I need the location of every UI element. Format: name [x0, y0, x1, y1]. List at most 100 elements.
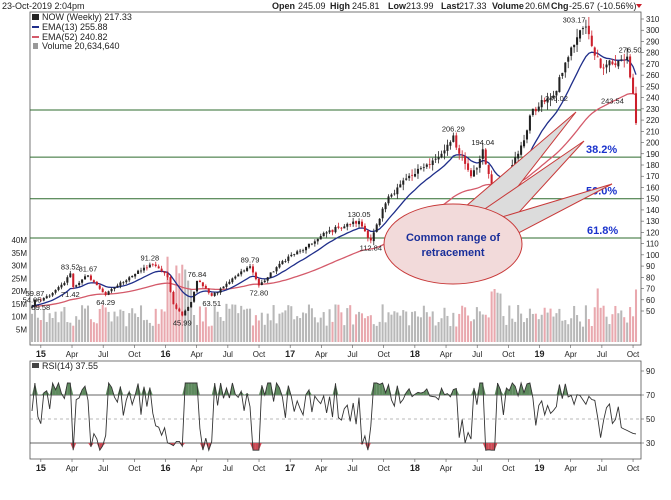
price-tick-label: 70 [646, 285, 655, 294]
candle-body [310, 243, 313, 245]
rsi-axis: 90 70 50 30 [641, 367, 655, 448]
rsi-overbought-fill [276, 383, 280, 395]
candle-body [307, 243, 310, 248]
candle-body [101, 288, 104, 293]
volume-bar [390, 314, 393, 342]
candle-body [587, 25, 590, 35]
volume-bar [204, 307, 207, 342]
volume-bar [219, 317, 222, 342]
candle-body [142, 267, 145, 271]
price-point-label: 59.58 [31, 303, 50, 312]
volume-bar [611, 314, 614, 342]
volume-bar [378, 321, 381, 342]
rsi-overbought-fill [117, 386, 121, 395]
candle-body [275, 267, 278, 272]
header-datetime: 23-Oct-2019 2:04pm [2, 1, 85, 11]
volume-bar [549, 308, 552, 342]
price-tick-label: 90 [646, 262, 655, 271]
volume-bar [614, 305, 617, 342]
candle-body [304, 246, 308, 251]
candle-body [157, 266, 160, 269]
volume-bar [293, 319, 296, 342]
volume-bar [337, 304, 340, 342]
candle-body [405, 178, 408, 180]
candle-body [555, 90, 558, 96]
rsi-oversold-fill [494, 443, 498, 451]
volume-bar [160, 309, 163, 342]
volume-bar [72, 325, 75, 342]
rsi-overbought-fill [55, 383, 59, 395]
candle-body [207, 288, 210, 293]
volume-bar [95, 323, 98, 342]
volume-bar [561, 320, 564, 342]
date-tick-label: Oct [627, 350, 640, 359]
candle-body [334, 226, 337, 233]
candle-body [160, 268, 163, 272]
candle-body [172, 292, 175, 305]
volume-bar [331, 321, 334, 342]
volume-bar [319, 317, 322, 342]
candle-body [393, 193, 396, 195]
candle-body [48, 295, 51, 297]
rsi-tick-label: 70 [646, 391, 655, 400]
candle-body [375, 224, 378, 232]
candle-body [263, 280, 266, 283]
date-tick-label: Apr [66, 464, 79, 473]
volume-bar [393, 311, 396, 342]
candle-body [366, 230, 369, 238]
volume-bar [490, 291, 493, 342]
candle-body [434, 158, 437, 160]
date-axis: 15 15 Apr Apr Jul Jul Oct Oct 16 16 Apr Apr Jul Jul Oc… [36, 345, 640, 473]
rsi-overbought-fill [244, 393, 248, 395]
candle-body [520, 145, 523, 155]
price-point-label: 59.87 [26, 289, 45, 298]
rsi-overbought-fill [506, 387, 510, 395]
candle-body [187, 307, 190, 311]
volume-bar [84, 308, 87, 342]
candle-body [399, 184, 402, 188]
volume-bar [458, 313, 461, 342]
candle-body [190, 302, 193, 308]
volume-bar [411, 311, 414, 342]
date-tick-label: Jul [98, 464, 108, 473]
candle-body [552, 95, 555, 98]
candle-body [396, 187, 399, 195]
volume-bar [98, 308, 101, 342]
volume-bar [349, 305, 352, 342]
candle-body [42, 297, 45, 301]
volume-bar [346, 308, 349, 342]
volume-bar [449, 326, 452, 342]
candle-body [240, 271, 243, 275]
volume-bar [110, 321, 113, 342]
volume-value: 20.6M [525, 1, 550, 11]
rsi-overbought-fill [526, 383, 530, 395]
candle-body [193, 291, 196, 302]
legend-symbol: NOW (Weekly) 217.33 [42, 12, 132, 22]
volume-bar [552, 316, 555, 342]
candle-body [590, 35, 593, 46]
candle-body [110, 288, 113, 292]
volume-bar [502, 316, 505, 342]
candle-body [449, 142, 452, 146]
rsi-tick-label: 50 [646, 415, 655, 424]
volume-bar [57, 322, 60, 342]
price-point-label: 206.29 [442, 124, 465, 133]
rsi-overbought-fill [303, 394, 307, 395]
candle-body [78, 282, 81, 285]
candle-body [440, 153, 443, 158]
volume-bar [260, 312, 263, 342]
candle-body [54, 289, 57, 293]
date-tick-label: Apr [315, 464, 328, 473]
volume-bar [514, 321, 517, 342]
volume-bar [299, 318, 302, 342]
rsi-tick-label: 90 [646, 367, 655, 376]
volume-tick-label: 15M [11, 300, 27, 309]
candle-body [75, 285, 78, 287]
candle-body [402, 180, 405, 185]
fib-label: 38.2% [586, 144, 617, 156]
legend-volume: Volume 20,634,640 [42, 41, 120, 51]
rsi-overbought-fill [52, 383, 56, 395]
volume-bar [287, 305, 290, 342]
callout-text-line1: Common range of [406, 232, 500, 244]
